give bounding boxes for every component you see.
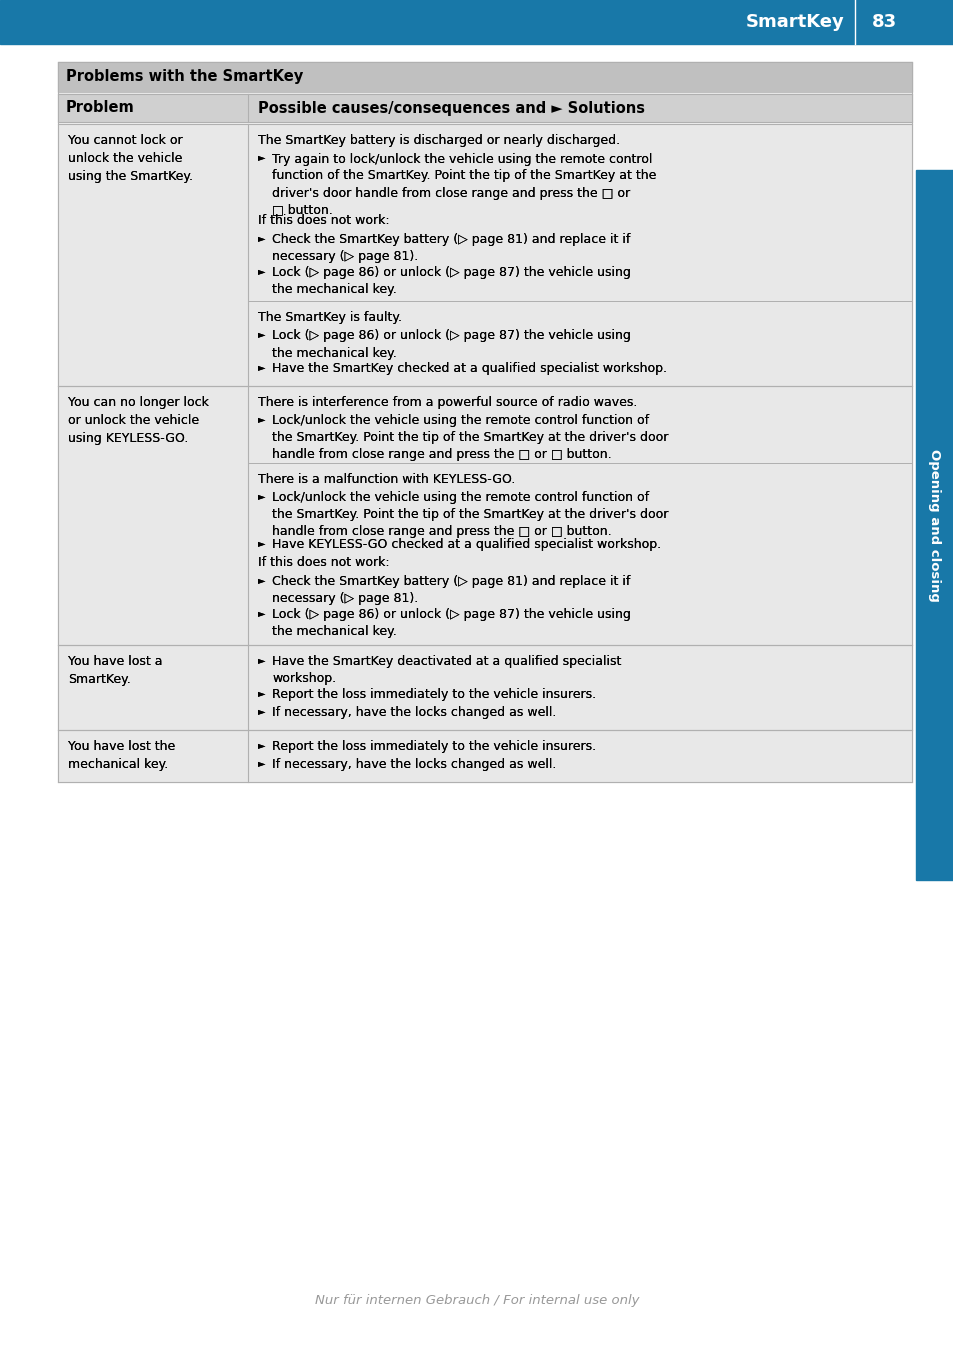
Text: You have lost a
SmartKey.: You have lost a SmartKey.	[68, 655, 162, 686]
Text: Have the SmartKey deactivated at a qualified specialist
workshop.: Have the SmartKey deactivated at a quali…	[272, 655, 620, 685]
Text: If this does not work:: If this does not work:	[257, 556, 389, 570]
Text: The SmartKey is faulty.: The SmartKey is faulty.	[257, 311, 401, 324]
Text: Try again to lock/unlock the vehicle using the remote control
function of the Sm: Try again to lock/unlock the vehicle usi…	[272, 153, 656, 217]
Text: ►: ►	[257, 492, 265, 501]
Text: ►: ►	[257, 153, 265, 162]
Text: Lock (▷ page 86) or unlock (▷ page 87) the vehicle using
the mechanical key.: Lock (▷ page 86) or unlock (▷ page 87) t…	[272, 329, 630, 360]
Text: Have KEYLESS-GO checked at a qualified specialist workshop.: Have KEYLESS-GO checked at a qualified s…	[272, 538, 660, 551]
Text: You have lost the
mechanical key.: You have lost the mechanical key.	[68, 741, 175, 770]
Text: Opening and closing: Opening and closing	[927, 448, 941, 601]
Text: ►: ►	[257, 329, 265, 340]
Bar	[58, 645, 911, 730]
Text: Have KEYLESS-GO checked at a qualified specialist workshop.: Have KEYLESS-GO checked at a qualified s…	[272, 538, 660, 551]
Text: ►: ►	[257, 575, 265, 585]
Text: Lock/unlock the vehicle using the remote control function of
the SmartKey. Point: Lock/unlock the vehicle using the remote…	[272, 414, 668, 462]
Text: Problem: Problem	[66, 100, 134, 115]
Text: You can no longer lock
or unlock the vehicle
using KEYLESS-GO.: You can no longer lock or unlock the veh…	[68, 395, 209, 445]
Text: ►: ►	[257, 363, 265, 372]
Text: Check the SmartKey battery (▷ page 81) and replace it if
necessary (▷ page 81).: Check the SmartKey battery (▷ page 81) a…	[272, 575, 630, 605]
Bar	[58, 93, 911, 122]
Text: ►: ►	[257, 741, 265, 750]
Text: ►: ►	[257, 575, 265, 585]
Text: SmartKey: SmartKey	[745, 14, 844, 31]
Bar	[0, 0, 953, 43]
Text: Problems with the SmartKey: Problems with the SmartKey	[66, 69, 303, 84]
Text: There is interference from a powerful source of radio waves.: There is interference from a powerful so…	[257, 395, 637, 409]
Text: ►: ►	[257, 414, 265, 425]
Text: ►: ►	[257, 414, 265, 425]
Text: Check the SmartKey battery (▷ page 81) and replace it if
necessary (▷ page 81).: Check the SmartKey battery (▷ page 81) a…	[272, 233, 630, 263]
Text: If this does not work:: If this does not work:	[257, 214, 389, 227]
Bar	[58, 386, 911, 645]
Text: ►: ►	[257, 707, 265, 716]
Text: If necessary, have the locks changed as well.: If necessary, have the locks changed as …	[272, 758, 556, 772]
Bar	[915, 171, 953, 880]
Text: 83: 83	[870, 14, 896, 31]
Text: Lock/unlock the vehicle using the remote control function of
the SmartKey. Point: Lock/unlock the vehicle using the remote…	[272, 492, 668, 539]
Text: ►: ►	[257, 538, 265, 548]
Text: If necessary, have the locks changed as well.: If necessary, have the locks changed as …	[272, 707, 556, 719]
Text: Possible causes/consequences and ► Solutions: Possible causes/consequences and ► Solut…	[257, 100, 644, 115]
Text: You can no longer lock
or unlock the vehicle
using KEYLESS-GO.: You can no longer lock or unlock the veh…	[68, 395, 209, 445]
Text: Report the loss immediately to the vehicle insurers.: Report the loss immediately to the vehic…	[272, 688, 596, 701]
Text: ►: ►	[257, 363, 265, 372]
Text: You cannot lock or
unlock the vehicle
using the SmartKey.: You cannot lock or unlock the vehicle us…	[68, 134, 193, 183]
Text: Lock (▷ page 86) or unlock (▷ page 87) the vehicle using
the mechanical key.: Lock (▷ page 86) or unlock (▷ page 87) t…	[272, 329, 630, 360]
Text: There is a malfunction with KEYLESS-GO.: There is a malfunction with KEYLESS-GO.	[257, 473, 515, 486]
Text: Lock (▷ page 86) or unlock (▷ page 87) the vehicle using
the mechanical key.: Lock (▷ page 86) or unlock (▷ page 87) t…	[272, 265, 630, 297]
Text: ►: ►	[257, 758, 265, 769]
Text: Have the SmartKey deactivated at a qualified specialist
workshop.: Have the SmartKey deactivated at a quali…	[272, 655, 620, 685]
Text: ►: ►	[257, 329, 265, 340]
Text: Lock/unlock the vehicle using the remote control function of
the SmartKey. Point: Lock/unlock the vehicle using the remote…	[272, 492, 668, 539]
Bar	[58, 125, 911, 386]
Text: If necessary, have the locks changed as well.: If necessary, have the locks changed as …	[272, 758, 556, 772]
Text: If necessary, have the locks changed as well.: If necessary, have the locks changed as …	[272, 707, 556, 719]
Text: Lock (▷ page 86) or unlock (▷ page 87) the vehicle using
the mechanical key.: Lock (▷ page 86) or unlock (▷ page 87) t…	[272, 265, 630, 297]
Text: Nur für internen Gebrauch / For internal use only: Nur für internen Gebrauch / For internal…	[314, 1294, 639, 1307]
Text: ►: ►	[257, 707, 265, 716]
Text: You cannot lock or
unlock the vehicle
using the SmartKey.: You cannot lock or unlock the vehicle us…	[68, 134, 193, 183]
Text: ►: ►	[257, 741, 265, 750]
Bar	[58, 730, 911, 783]
Text: Check the SmartKey battery (▷ page 81) and replace it if
necessary (▷ page 81).: Check the SmartKey battery (▷ page 81) a…	[272, 575, 630, 605]
Text: ►: ►	[257, 153, 265, 162]
Text: If this does not work:: If this does not work:	[257, 214, 389, 227]
Text: Have the SmartKey checked at a qualified specialist workshop.: Have the SmartKey checked at a qualified…	[272, 363, 666, 375]
Text: You have lost the
mechanical key.: You have lost the mechanical key.	[68, 741, 175, 770]
Text: Check the SmartKey battery (▷ page 81) and replace it if
necessary (▷ page 81).: Check the SmartKey battery (▷ page 81) a…	[272, 233, 630, 263]
Text: ►: ►	[257, 265, 265, 276]
Text: ►: ►	[257, 655, 265, 665]
Text: Report the loss immediately to the vehicle insurers.: Report the loss immediately to the vehic…	[272, 741, 596, 753]
Text: The SmartKey is faulty.: The SmartKey is faulty.	[257, 311, 401, 324]
Text: Lock/unlock the vehicle using the remote control function of
the SmartKey. Point: Lock/unlock the vehicle using the remote…	[272, 414, 668, 462]
Text: ►: ►	[257, 492, 265, 501]
Text: The SmartKey battery is discharged or nearly discharged.: The SmartKey battery is discharged or ne…	[257, 134, 619, 148]
Text: Try again to lock/unlock the vehicle using the remote control
function of the Sm: Try again to lock/unlock the vehicle usi…	[272, 153, 656, 217]
Text: ►: ►	[257, 233, 265, 242]
Text: If this does not work:: If this does not work:	[257, 556, 389, 570]
Text: There is a malfunction with KEYLESS-GO.: There is a malfunction with KEYLESS-GO.	[257, 473, 515, 486]
Text: Lock (▷ page 86) or unlock (▷ page 87) the vehicle using
the mechanical key.: Lock (▷ page 86) or unlock (▷ page 87) t…	[272, 608, 630, 638]
Text: Have the SmartKey checked at a qualified specialist workshop.: Have the SmartKey checked at a qualified…	[272, 363, 666, 375]
Text: ►: ►	[257, 655, 265, 665]
Bar	[58, 62, 911, 92]
Text: Lock (▷ page 86) or unlock (▷ page 87) the vehicle using
the mechanical key.: Lock (▷ page 86) or unlock (▷ page 87) t…	[272, 608, 630, 638]
Text: ►: ►	[257, 758, 265, 769]
Text: The SmartKey battery is discharged or nearly discharged.: The SmartKey battery is discharged or ne…	[257, 134, 619, 148]
Text: There is interference from a powerful source of radio waves.: There is interference from a powerful so…	[257, 395, 637, 409]
Text: ►: ►	[257, 608, 265, 617]
Text: ►: ►	[257, 538, 265, 548]
Text: You have lost a
SmartKey.: You have lost a SmartKey.	[68, 655, 162, 686]
Text: ►: ►	[257, 608, 265, 617]
Text: ►: ►	[257, 688, 265, 699]
Text: ►: ►	[257, 688, 265, 699]
Text: ►: ►	[257, 265, 265, 276]
Text: Report the loss immediately to the vehicle insurers.: Report the loss immediately to the vehic…	[272, 688, 596, 701]
Text: Report the loss immediately to the vehicle insurers.: Report the loss immediately to the vehic…	[272, 741, 596, 753]
Text: ►: ►	[257, 233, 265, 242]
